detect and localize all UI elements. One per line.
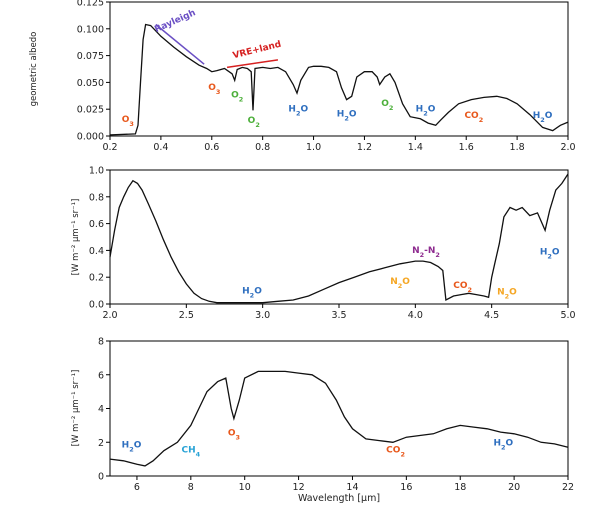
x-tick-label: 1.6: [459, 142, 474, 153]
x-tick-label: 0.8: [255, 142, 270, 153]
y-tick-label: 0.0: [89, 300, 104, 311]
y-tick-label: 8: [98, 337, 104, 348]
top-panel-marks: [155, 23, 279, 69]
y-tick-label: 4: [98, 404, 104, 415]
middle-panel-ticks: 2.0 2.5 3.0 3.5 4.0 4.5 5.0 0.0 0.2 0.4 0.6 0.8 1.0: [89, 166, 576, 322]
x-tick-label: 20: [508, 482, 520, 493]
x-tick-label: 16: [400, 482, 412, 493]
annotation-label: H2O: [337, 110, 357, 123]
x-tick-label: 4.5: [484, 310, 499, 321]
y-tick-label: 0.2: [89, 273, 104, 284]
y-tick-label: 0.050: [77, 78, 104, 89]
x-tick-label: 6: [134, 482, 140, 493]
x-tick-label: 4.0: [408, 310, 423, 321]
middle-panel-y-axis-label: [W m⁻² μm⁻¹ sr⁻¹]: [71, 199, 81, 276]
middle-panel-radiance: 2.0 2.5 3.0 3.5 4.0 4.5 5.00.00.20.40.60.81.0 …: [71, 166, 576, 322]
middle-panel-radiance-line: [109, 173, 569, 304]
annotation-label: H2O: [533, 111, 553, 124]
y-tick-label: 1.0: [89, 166, 104, 177]
x-tick-label: 2.0: [560, 142, 575, 153]
annotation-label: O2: [231, 90, 243, 103]
x-tick-label: 2.0: [102, 310, 117, 321]
x-tick-label: 10: [239, 482, 251, 493]
x-tick-label: 0.4: [153, 142, 168, 153]
y-tick-label: 0: [98, 472, 104, 483]
annotation-label: H2O: [416, 104, 436, 117]
annotation-bracket-line: [155, 23, 205, 65]
x-tick-label: 8: [188, 482, 194, 493]
annotation-label: O3: [208, 83, 220, 96]
y-tick-label: 0.8: [89, 192, 104, 203]
top-panel-albedo-line: [109, 23, 569, 136]
annotation-label: H2O: [242, 286, 262, 299]
bottom-panel-radiance-line: [109, 370, 569, 467]
bottom-panel-radiance: 6 8 10 12 14 16 18 20 22 0 2 4 6 8 H2O CH4 O3 CO2 H2O [W …: [71, 337, 574, 505]
middle-panel-annotations: N2-N2 N2O CO2 N2O H2O H2O: [242, 246, 560, 301]
x-tick-label: 22: [562, 482, 574, 493]
annotation-label: CO2: [386, 445, 405, 458]
annotation-label: H2O: [493, 439, 513, 452]
x-tick-label: 0.6: [204, 142, 219, 153]
y-tick-label: 0.4: [89, 246, 104, 257]
top-panel-y-axis-label: geometric albedo: [29, 32, 39, 107]
annotation-label: CO2: [453, 281, 472, 294]
bottom-panel-x-axis-label: Wavelength [μm]: [298, 493, 380, 504]
y-tick-label: 0.6: [89, 219, 104, 230]
top-panel-frame: [109, 1, 569, 137]
x-tick-label: 1.2: [357, 142, 372, 153]
annotation-label: O3: [228, 429, 240, 442]
y-tick-label: 0.000: [77, 132, 104, 143]
y-tick-label: 0.025: [77, 105, 104, 116]
annotation-label: CO2: [464, 111, 483, 124]
x-tick-label: 18: [454, 482, 466, 493]
annotation-label: N2O: [497, 288, 517, 301]
y-tick-label: 2: [98, 438, 104, 449]
annotation-label: O2: [248, 116, 260, 129]
annotation-label: N2-N2: [412, 246, 440, 259]
x-tick-label: 1.8: [510, 142, 525, 153]
y-tick-label: 0.075: [77, 51, 104, 62]
x-tick-label: 12: [293, 482, 305, 493]
y-tick-label: 6: [98, 370, 104, 381]
x-tick-label: 0.2: [102, 142, 117, 153]
x-tick-label: 14: [346, 482, 358, 493]
x-tick-label: 1.0: [306, 142, 321, 153]
bottom-panel-y-axis-label: [W m⁻² μm⁻¹ sr⁻¹]: [71, 370, 81, 447]
x-tick-label: 1.4: [408, 142, 423, 153]
annotation-label: O2: [381, 99, 393, 112]
x-tick-label: 3.5: [331, 310, 346, 321]
annotation-label: H2O: [540, 247, 560, 260]
y-tick-label: 0.125: [77, 0, 104, 9]
x-tick-label: 5.0: [560, 310, 575, 321]
bottom-panel-annotations: H2O CH4 O3 CO2 H2O: [122, 429, 514, 459]
x-tick-label: 3.0: [255, 310, 270, 321]
top-panel-ticks: 0.2 0.4 0.6 0.8 1.0 1.2 1.4 1.6 1.8 2.0 0.000 0.025…: [77, 0, 576, 153]
annotation-bracket-line: [226, 59, 279, 69]
bottom-panel-ticks: 6 8 10 12 14 16 18 20 22 0 2 4 6 8: [98, 337, 574, 494]
annotation-label: O3: [122, 115, 134, 128]
annotation-label: CH4: [181, 445, 200, 458]
annotation-label: H2O: [122, 440, 142, 453]
x-tick-label: 2.5: [179, 310, 194, 321]
annotation-label: N2O: [390, 277, 410, 290]
annotation-label: H2O: [288, 104, 308, 117]
y-tick-label: 0.100: [77, 24, 104, 35]
